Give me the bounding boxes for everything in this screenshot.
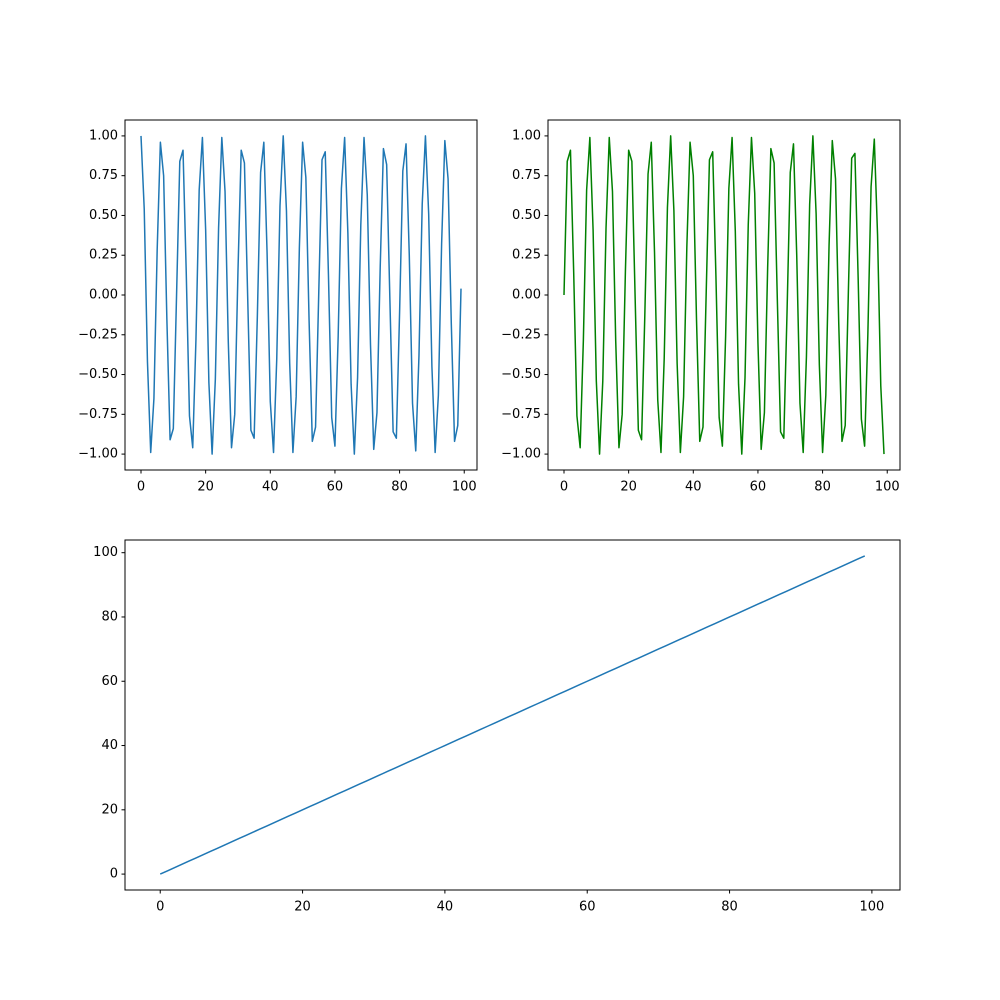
x-tick-label: 80 bbox=[814, 480, 831, 495]
y-tick-label: 60 bbox=[101, 674, 118, 689]
y-tick-label: 0.50 bbox=[89, 208, 118, 223]
axes-frame bbox=[124, 539, 901, 891]
y-tick-label: 0.00 bbox=[89, 288, 118, 303]
x-tick-label: 40 bbox=[437, 900, 454, 915]
x-tick-label: 100 bbox=[452, 480, 477, 495]
y-tick-label: 1.00 bbox=[89, 128, 118, 143]
y-tick-label: −0.25 bbox=[78, 327, 118, 342]
y-tick-label: −0.25 bbox=[501, 327, 541, 342]
x-tick-label: 80 bbox=[721, 900, 738, 915]
y-tick-label: 40 bbox=[101, 738, 118, 753]
data-line bbox=[159, 555, 866, 875]
y-tick-label: 0 bbox=[110, 867, 118, 882]
x-tick-label: 60 bbox=[327, 480, 344, 495]
x-tick-label: 60 bbox=[750, 480, 767, 495]
x-tick-label: 40 bbox=[685, 480, 702, 495]
x-tick-label: 20 bbox=[620, 480, 637, 495]
y-tick-label: 0.75 bbox=[512, 168, 541, 183]
y-tick-label: −0.75 bbox=[78, 407, 118, 422]
x-tick-label: 0 bbox=[137, 480, 145, 495]
y-tick-label: 80 bbox=[101, 609, 118, 624]
y-tick-label: −1.00 bbox=[501, 447, 541, 462]
y-tick-label: 0.25 bbox=[89, 248, 118, 263]
x-tick-label: 80 bbox=[391, 480, 408, 495]
y-tick-label: −0.50 bbox=[78, 367, 118, 382]
x-tick-label: 0 bbox=[156, 900, 164, 915]
y-tick-label: 0.00 bbox=[512, 288, 541, 303]
x-tick-label: 60 bbox=[579, 900, 596, 915]
y-tick-label: 0.25 bbox=[512, 248, 541, 263]
x-tick-label: 20 bbox=[197, 480, 214, 495]
y-tick-label: 1.00 bbox=[512, 128, 541, 143]
x-tick-label: 100 bbox=[875, 480, 900, 495]
x-tick-label: 0 bbox=[560, 480, 568, 495]
y-tick-label: 0.75 bbox=[89, 168, 118, 183]
data-line bbox=[140, 135, 462, 455]
x-tick-label: 20 bbox=[294, 900, 311, 915]
x-tick-label: 40 bbox=[262, 480, 279, 495]
y-tick-label: −1.00 bbox=[78, 447, 118, 462]
y-tick-label: −0.50 bbox=[501, 367, 541, 382]
x-tick-label: 100 bbox=[859, 900, 884, 915]
y-tick-label: 20 bbox=[101, 802, 118, 817]
y-tick-label: 100 bbox=[93, 545, 118, 560]
y-tick-label: 0.50 bbox=[512, 208, 541, 223]
y-tick-label: −0.75 bbox=[501, 407, 541, 422]
data-line bbox=[563, 135, 885, 455]
